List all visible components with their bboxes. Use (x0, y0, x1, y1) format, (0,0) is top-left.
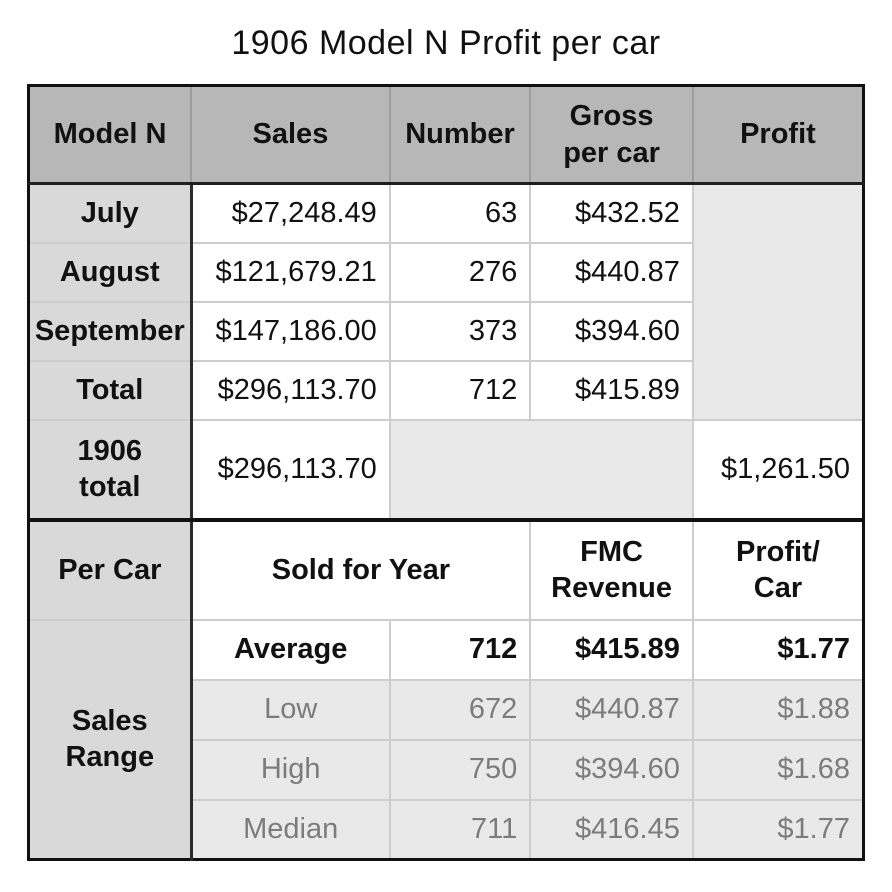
header-sales: Sales (190, 84, 391, 185)
stat-revenue: $416.45 (529, 798, 694, 861)
year-total-profit: $1,261.50 (691, 418, 865, 521)
year-total-empty-cell (388, 418, 694, 521)
sales-value: $121,679.21 (190, 241, 391, 303)
table-row-august: August $121,679.21 276 $440.87 (27, 241, 864, 303)
table-row-total: Total $296,113.70 712 $415.89 (27, 359, 864, 421)
header-number: Number (388, 84, 532, 185)
total-label: Total (27, 359, 193, 421)
stat-revenue: $440.87 (529, 678, 694, 741)
gross-value: $415.89 (529, 359, 694, 421)
stat-profit: $1.77 (691, 798, 865, 861)
number-value: 276 (388, 241, 532, 303)
profit-per-car-header: Profit/ Car (691, 517, 865, 621)
table-row-median: Median 711 $416.45 $1.77 (29, 798, 865, 861)
header-gross-per-car: Gross per car (529, 84, 694, 185)
gross-value: $440.87 (529, 241, 694, 303)
table-row-average: Sales Range Average 712 $415.89 $1.77 (27, 618, 865, 861)
table-row-september: September $147,186.00 373 $394.60 (27, 300, 864, 362)
number-value: 63 (388, 182, 532, 244)
table-row-low: Low 672 $440.87 $1.88 (29, 678, 865, 741)
header-model-n: Model N (27, 84, 193, 185)
per-car-header-row: Per Car Sold for Year FMC Revenue Profit… (27, 517, 865, 621)
table-row-1906-total: 1906 total $296,113.70 $1,261.50 (27, 418, 865, 521)
year-total-label: 1906 total (27, 418, 193, 521)
stat-label: High (190, 738, 391, 801)
number-value: 712 (388, 359, 532, 421)
header-row: Model N Sales Number Gross per car Profi… (27, 84, 865, 185)
stat-number: 712 (388, 618, 532, 681)
stat-number: 750 (388, 738, 532, 801)
sales-value: $27,248.49 (190, 182, 391, 244)
sales-range-label: Sales Range (27, 618, 193, 861)
stat-label: Median (190, 798, 391, 861)
stat-profit: $1.88 (691, 678, 865, 741)
stat-profit: $1.77 (691, 618, 865, 681)
sales-value: $296,113.70 (190, 359, 391, 421)
stat-number: 672 (388, 678, 532, 741)
year-total-sales: $296,113.70 (190, 418, 391, 521)
sales-value: $147,186.00 (190, 300, 391, 362)
number-value: 373 (388, 300, 532, 362)
header-profit: Profit (691, 84, 865, 185)
table-row-high: High 750 $394.60 $1.68 (29, 738, 865, 801)
page-title: 1906 Model N Profit per car (231, 24, 661, 62)
stat-number: 711 (388, 798, 532, 861)
stat-label: Low (190, 678, 391, 741)
table-row-july: July $27,248.49 63 $432.52 (27, 182, 865, 421)
per-car-label: Per Car (27, 517, 193, 621)
stat-label: Average (190, 618, 391, 681)
profit-empty-cell (691, 182, 865, 421)
stat-revenue: $394.60 (529, 738, 694, 801)
gross-value: $394.60 (529, 300, 694, 362)
stat-profit: $1.68 (691, 738, 865, 801)
sold-for-year-header: Sold for Year (190, 517, 532, 621)
fmc-revenue-header: FMC Revenue (529, 517, 694, 621)
month-label: September (27, 300, 193, 362)
gross-value: $432.52 (529, 182, 694, 244)
month-label: July (27, 182, 193, 244)
stat-revenue: $415.89 (529, 618, 694, 681)
profit-table: Model N Sales Number Gross per car Profi… (27, 84, 865, 861)
month-label: August (27, 241, 193, 303)
